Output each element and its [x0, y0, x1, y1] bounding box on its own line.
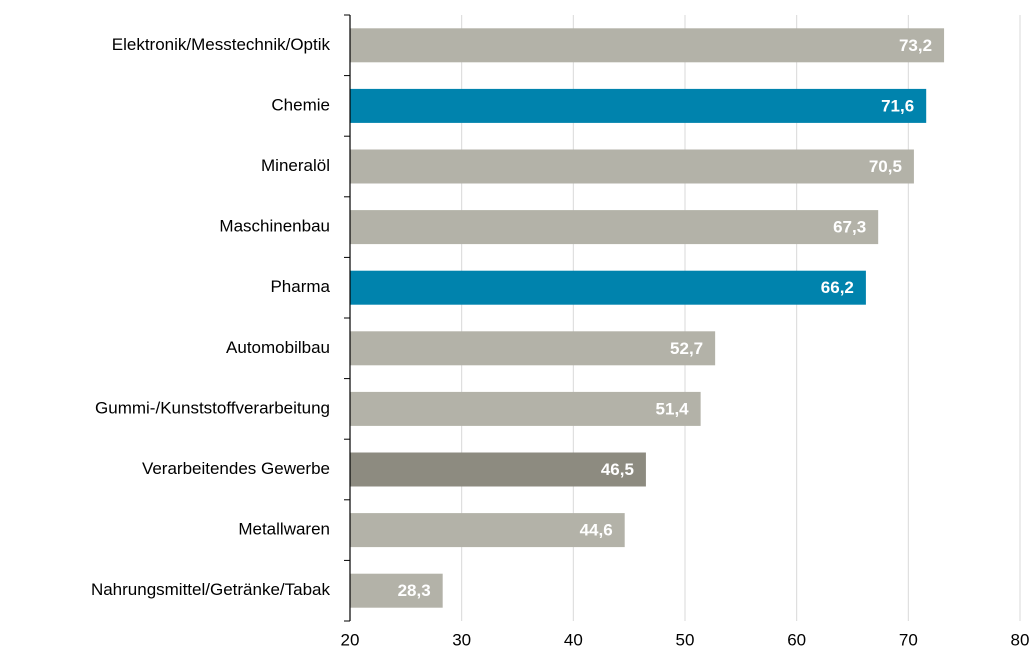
y-tick-label: Elektronik/Messtechnik/Optik [112, 35, 331, 54]
y-tick-label: Nahrungsmittel/Getränke/Tabak [91, 580, 331, 599]
y-tick-label: Chemie [271, 95, 330, 114]
x-tick-label: 40 [564, 630, 583, 649]
value-label: 73,2 [899, 36, 932, 55]
value-label: 67,3 [833, 218, 866, 237]
x-tick-label: 70 [899, 630, 918, 649]
bar [350, 88, 927, 123]
value-label: 52,7 [670, 339, 703, 358]
x-tick-label: 60 [787, 630, 806, 649]
value-label: 66,2 [821, 278, 854, 297]
bar [350, 210, 879, 245]
y-tick-label: Maschinenbau [219, 217, 330, 236]
y-tick-label: Gummi-/Kunststoffverarbeitung [95, 398, 330, 417]
bar [350, 270, 866, 305]
x-tick-label: 80 [1011, 630, 1030, 649]
y-tick-label: Automobilbau [226, 338, 330, 357]
bar [350, 331, 716, 366]
x-tick-label: 50 [676, 630, 695, 649]
bar [350, 391, 701, 426]
bar [350, 452, 646, 487]
x-tick-label: 30 [452, 630, 471, 649]
y-tick-label: Mineralöl [261, 156, 330, 175]
y-tick-label: Metallwaren [238, 520, 330, 539]
value-label: 51,4 [656, 399, 690, 418]
bar [350, 28, 945, 63]
value-label: 44,6 [580, 521, 613, 540]
value-label: 46,5 [601, 460, 634, 479]
value-label: 71,6 [881, 96, 914, 115]
bar [350, 149, 914, 184]
bar [350, 573, 443, 608]
value-label: 70,5 [869, 157, 902, 176]
y-tick-label: Pharma [270, 277, 330, 296]
x-tick-label: 20 [341, 630, 360, 649]
value-label: 28,3 [398, 581, 431, 600]
bar [350, 513, 625, 548]
y-tick-label: Verarbeitendes Gewerbe [142, 459, 330, 478]
